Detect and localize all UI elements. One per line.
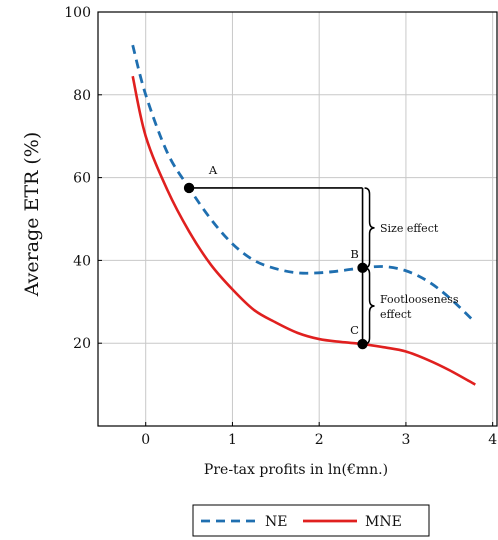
x-tick-label-2: 2: [315, 432, 324, 448]
footlooseness-effect-brace: [364, 267, 375, 345]
point-c-marker: [357, 338, 368, 350]
x-tick-label-1: 1: [228, 432, 237, 448]
point-b-marker: [357, 262, 368, 274]
footlooseness-label-line2: effect: [380, 308, 412, 321]
footlooseness-label-line1: Footlooseness: [380, 293, 459, 306]
labeled-points: A B C: [183, 163, 368, 350]
y-tick-label-100: 100: [64, 5, 91, 21]
x-tick-label-0: 0: [141, 432, 150, 448]
y-tick-label-20: 20: [73, 336, 91, 352]
series-line-ne: [131, 44, 477, 324]
x-axis-label: Pre-tax profits in ln(€mn.): [204, 462, 388, 478]
y-tick-label-80: 80: [73, 88, 91, 104]
size-effect-label: Size effect: [380, 222, 439, 235]
y-tick-label-60: 60: [73, 171, 91, 187]
plot-frame: [97, 11, 498, 427]
point-b-label: B: [350, 247, 358, 261]
legend: NE MNE: [192, 504, 430, 537]
x-tick-label-4: 4: [488, 432, 497, 448]
y-axis-label: Average ETR (%): [21, 132, 43, 298]
series-line-mne: [131, 75, 476, 386]
point-a-label: A: [208, 163, 218, 177]
point-c-label: C: [350, 323, 359, 337]
point-a-marker: [183, 182, 195, 194]
y-tick-label-40: 40: [73, 253, 91, 269]
legend-label-mne: MNE: [365, 514, 402, 530]
series-lines: [131, 44, 477, 386]
construction-lines: [189, 187, 375, 345]
tick-labels: 0 1 2 3 4 20 40 60 80 100: [64, 5, 497, 448]
x-tick-label-3: 3: [401, 432, 410, 448]
plot-border: [97, 11, 498, 427]
size-effect-brace: [364, 187, 375, 269]
legend-label-ne: NE: [265, 514, 287, 530]
